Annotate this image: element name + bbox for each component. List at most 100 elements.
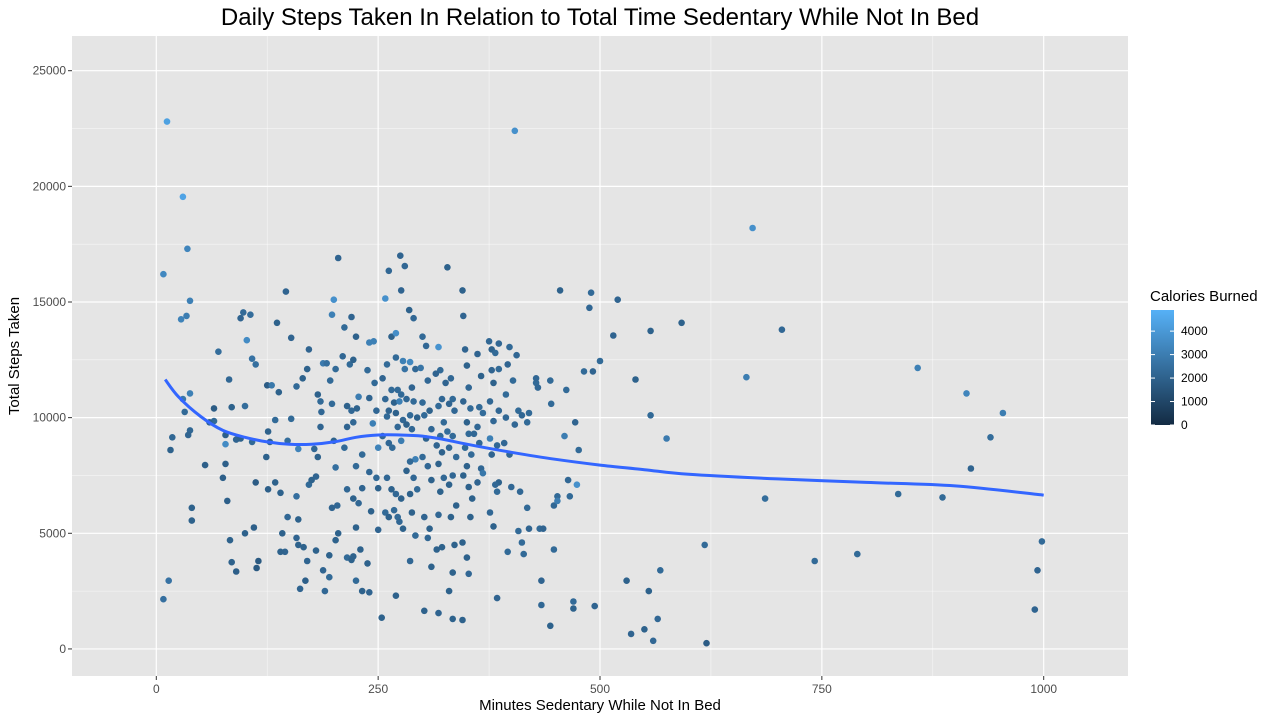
data-point <box>587 289 595 297</box>
data-point <box>547 400 555 408</box>
data-point <box>554 497 561 505</box>
data-point <box>352 524 360 531</box>
data-point <box>459 616 466 624</box>
data-point <box>396 398 403 405</box>
data-point <box>392 490 400 498</box>
data-point <box>184 245 191 253</box>
data-point <box>518 412 526 419</box>
data-point <box>419 453 426 461</box>
data-point <box>506 343 513 351</box>
data-point <box>490 379 497 387</box>
data-point <box>255 557 262 565</box>
data-point <box>495 340 503 347</box>
data-point <box>374 526 382 534</box>
data-point <box>570 598 577 605</box>
data-point <box>188 504 196 512</box>
data-point <box>1034 567 1041 574</box>
data-point <box>493 442 501 449</box>
data-point <box>284 513 291 521</box>
data-point <box>392 329 400 337</box>
data-point <box>523 504 531 512</box>
data-point <box>364 560 371 567</box>
data-point <box>385 513 393 521</box>
data-point <box>366 589 373 596</box>
data-point <box>397 391 405 398</box>
data-point <box>287 415 295 423</box>
data-point <box>302 577 309 584</box>
data-point <box>438 449 446 456</box>
data-point <box>479 469 487 477</box>
data-point <box>987 434 994 441</box>
data-point <box>366 394 373 402</box>
data-point <box>428 476 435 484</box>
data-point <box>703 639 710 647</box>
data-point <box>263 453 270 461</box>
data-point <box>379 375 386 382</box>
x-tick-label: 250 <box>368 682 388 696</box>
data-point <box>201 461 209 469</box>
data-point <box>426 407 433 415</box>
data-point <box>383 413 391 420</box>
data-point <box>488 451 496 458</box>
data-point <box>465 384 473 391</box>
data-point <box>623 577 630 584</box>
data-point <box>390 399 398 406</box>
data-point <box>243 336 251 344</box>
data-point <box>580 368 588 375</box>
data-point <box>515 527 522 535</box>
data-point <box>410 314 417 322</box>
data-point <box>589 368 597 375</box>
data-point <box>647 327 654 335</box>
data-point <box>408 509 416 516</box>
data-point <box>999 409 1007 417</box>
data-point <box>352 333 360 341</box>
data-point <box>358 451 366 458</box>
data-point <box>459 287 466 294</box>
data-point <box>293 534 300 542</box>
data-points <box>160 118 1046 647</box>
data-point <box>424 377 432 384</box>
data-point <box>778 326 786 334</box>
data-point <box>357 546 364 553</box>
data-point <box>160 270 167 278</box>
data-point <box>311 445 318 453</box>
data-point <box>449 395 457 403</box>
data-point <box>894 490 902 498</box>
y-tick-label: 5000 <box>39 526 66 540</box>
data-point <box>641 626 648 633</box>
data-point <box>440 474 448 482</box>
data-point <box>330 296 338 304</box>
legend-tick-label: 2000 <box>1181 371 1208 385</box>
data-point <box>328 504 336 512</box>
data-point <box>397 287 405 294</box>
data-point <box>271 416 279 424</box>
data-point <box>516 488 524 496</box>
data-point <box>397 437 405 445</box>
data-point <box>383 361 391 368</box>
data-point <box>490 523 497 530</box>
data-point <box>547 377 554 384</box>
data-point <box>410 398 417 405</box>
data-point <box>373 407 380 415</box>
data-point <box>525 409 533 417</box>
data-point <box>399 416 407 424</box>
data-point <box>539 525 547 532</box>
y-axis-title: Total Steps Taken <box>6 297 23 415</box>
data-point <box>538 577 545 584</box>
data-point <box>188 517 196 524</box>
chart-title: Daily Steps Taken In Relation to Total T… <box>221 4 979 31</box>
data-point <box>279 530 286 537</box>
data-point <box>547 622 554 630</box>
data-point <box>477 372 485 380</box>
data-point <box>401 262 409 270</box>
data-point <box>323 360 331 367</box>
data-point <box>392 592 400 599</box>
data-point <box>374 484 382 492</box>
data-point <box>392 354 400 361</box>
data-point <box>591 602 598 610</box>
data-point <box>452 453 460 461</box>
data-point <box>701 541 708 549</box>
data-point <box>332 365 339 373</box>
data-point <box>663 435 670 442</box>
